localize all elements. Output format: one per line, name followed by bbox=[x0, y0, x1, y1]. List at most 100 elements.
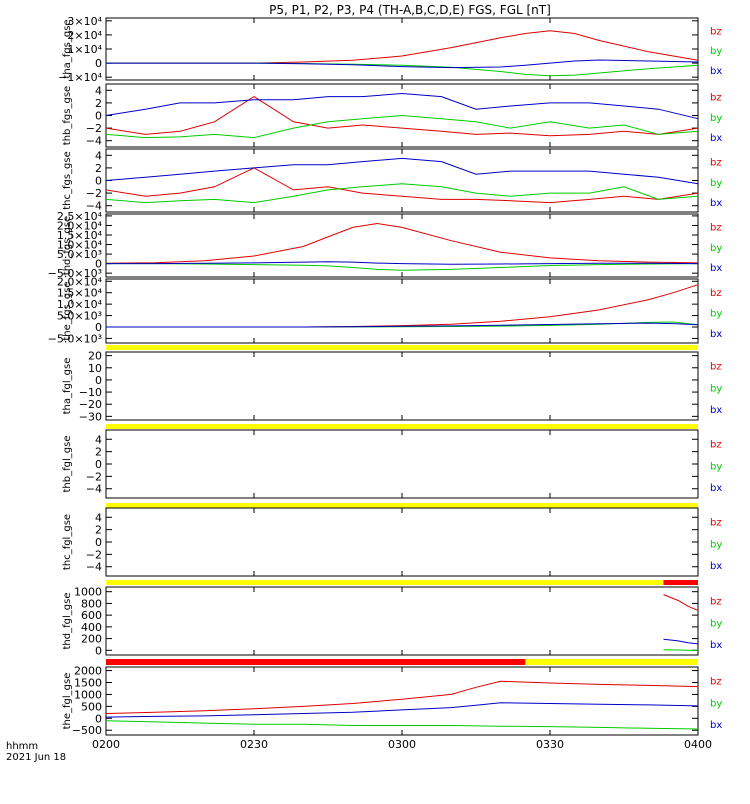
thd_fgl_gse-series-bx bbox=[663, 638, 699, 645]
xtick-label-0400: 0400 bbox=[684, 738, 712, 751]
thd_fgs_gse-ytick-label: −5.0×10³ bbox=[48, 267, 102, 280]
tha_fgs_gse-ytick-label: 0 bbox=[95, 57, 102, 70]
the_fgs_gse-series-bx bbox=[106, 322, 699, 328]
the_fgs_gse-legend-by: by bbox=[710, 308, 722, 319]
tha_fgs_gse-legend-bz: bz bbox=[710, 26, 722, 37]
thd_fgl_gse-ylabel: thd_fgl_gse bbox=[62, 593, 73, 650]
thd_fgl_gse-ytick-label: 800 bbox=[81, 597, 102, 610]
thd_fgs_gse-ylabel: thd_fgs_gse bbox=[62, 216, 73, 275]
thc_fgs_gse-ylabel: thc_fgs_gse bbox=[62, 151, 73, 210]
tha_fgs_gse-legend-bx: bx bbox=[710, 66, 722, 77]
the_fgs_gse-legend-bz: bz bbox=[710, 288, 722, 299]
thd_fgs_gse-ytick-label: 2.5×10⁴ bbox=[57, 210, 103, 223]
tha_fgl_gse-frame bbox=[105, 351, 699, 421]
thd_fgs_gse-series-bx bbox=[106, 261, 699, 265]
tha_fgs_gse-legend-by: by bbox=[710, 46, 722, 57]
status-bar-1-segment-0 bbox=[106, 424, 698, 429]
thc_fgs_gse-ytick-label: 2 bbox=[95, 162, 102, 175]
thc_fgs_gse-legend-bz: bz bbox=[710, 158, 722, 169]
tha_fgs_gse-ytick-label: −1×10⁴ bbox=[58, 71, 102, 84]
the_fgl_gse-ytick-label: 1000 bbox=[74, 688, 102, 701]
the_fgl_gse-legend-bx: bx bbox=[710, 720, 722, 731]
the_fgl_gse-series-bz bbox=[105, 680, 699, 714]
thb_fgs_gse-ytick-label: −2 bbox=[86, 122, 102, 135]
tha_fgs_gse-series-bx bbox=[106, 59, 699, 69]
thb_fgs_gse-ytick-label: 2 bbox=[95, 97, 102, 110]
thd_fgl_gse-ytick-label: 0 bbox=[95, 644, 102, 657]
thb_fgs_gse-series-bx bbox=[105, 92, 699, 120]
thd_fgl_gse-ytick-label: 1000 bbox=[74, 586, 102, 599]
thc_fgl_gse-ytick-label: −4 bbox=[86, 561, 102, 574]
thb_fgl_gse-ylabel: thb_fgl_gse bbox=[62, 436, 73, 493]
thd_fgs_gse-ytick-label: 2.0×10⁴ bbox=[57, 219, 103, 232]
tha_fgs_gse-ytick-label: 3×10⁴ bbox=[67, 15, 102, 28]
thb_fgl_gse-legend-by: by bbox=[710, 461, 722, 472]
tha_fgl_gse-ytick-label: 20 bbox=[88, 350, 102, 363]
thb_fgl_gse-frame bbox=[105, 429, 699, 499]
thd_fgl_gse-series-by bbox=[663, 649, 698, 651]
thd_fgs_gse-legend-bx: bx bbox=[710, 263, 722, 274]
the_fgl_gse-ylabel: the_fgl_gse bbox=[62, 673, 73, 730]
thd_fgs_gse-frame bbox=[105, 213, 699, 278]
thd_fgs_gse-legend-by: by bbox=[710, 243, 722, 254]
tha_fgl_gse-ytick-label: 10 bbox=[88, 362, 102, 375]
tha_fgl_gse-ytick-label: −10 bbox=[79, 386, 102, 399]
thc_fgs_gse-series-bx bbox=[105, 157, 699, 185]
chart-title: P5, P1, P2, P3, P4 (TH-A,B,C,D,E) FGS, F… bbox=[269, 3, 551, 17]
thd_fgl_gse-series-bz bbox=[663, 594, 699, 611]
tha_fgl_gse-legend-by: by bbox=[710, 383, 722, 394]
thd_fgl_gse-legend-bx: bx bbox=[710, 640, 722, 651]
tha_fgs_gse-ytick-label: 1×10⁴ bbox=[67, 43, 102, 56]
thc_fgl_gse-ylabel: thc_fgl_gse bbox=[62, 514, 73, 570]
status-bar-2-segment-0 bbox=[106, 503, 698, 508]
thb_fgl_gse-ytick-label: 0 bbox=[95, 458, 102, 471]
tha_fgs_gse-series-by bbox=[106, 62, 699, 77]
tha_fgs_gse-ytick-label: 2×10⁴ bbox=[67, 29, 102, 42]
the_fgl_gse-ytick-label: 2000 bbox=[74, 665, 102, 678]
thd_fgl_gse-ytick-label: 200 bbox=[81, 633, 102, 646]
tha_fgs_gse-ylabel: tha_fgs_gse bbox=[62, 19, 73, 78]
tha_fgl_gse-ytick-label: −20 bbox=[79, 398, 102, 411]
thb_fgl_gse-ytick-label: −4 bbox=[86, 483, 102, 496]
tha_fgs_gse-frame bbox=[105, 17, 699, 81]
footer-date-label: 2021 Jun 18 bbox=[6, 752, 66, 763]
tha_fgl_gse-ytick-label: −30 bbox=[79, 410, 102, 423]
thb_fgl_gse-ytick-label: −2 bbox=[86, 470, 102, 483]
the_fgs_gse-ytick-label: 1.5×10⁴ bbox=[57, 287, 103, 300]
thd_fgs_gse-ytick-label: 1.0×10⁴ bbox=[57, 239, 103, 252]
thb_fgs_gse-series-by bbox=[105, 114, 699, 139]
status-bar-3-segment-0 bbox=[106, 580, 664, 585]
the_fgl_gse-legend-bz: bz bbox=[710, 677, 722, 688]
status-bar-4-segment-1 bbox=[525, 659, 698, 665]
thd_fgl_gse-legend-bz: bz bbox=[710, 597, 722, 608]
thb_fgl_gse-ytick-label: 4 bbox=[95, 433, 102, 446]
thc_fgs_gse-ytick-label: 0 bbox=[95, 175, 102, 188]
tha_fgs_gse-series-bz bbox=[106, 30, 699, 64]
thc_fgl_gse-frame bbox=[105, 507, 699, 577]
the_fgs_gse-ytick-label: 5.0×10³ bbox=[57, 310, 102, 323]
thc_fgs_gse-legend-bx: bx bbox=[710, 198, 722, 209]
thc_fgs_gse-ytick-label: −2 bbox=[86, 187, 102, 200]
thc_fgl_gse-legend-by: by bbox=[710, 539, 722, 550]
the_fgs_gse-ytick-label: −5.0×10³ bbox=[48, 332, 102, 345]
thc_fgs_gse-legend-by: by bbox=[710, 178, 722, 189]
the_fgl_gse-ytick-label: 1500 bbox=[74, 677, 102, 690]
footer-time-label: hhmm bbox=[6, 741, 38, 752]
tha_fgl_gse-ytick-label: 0 bbox=[95, 374, 102, 387]
xtick-label-0200: 0200 bbox=[92, 738, 120, 751]
thc_fgs_gse-ytick-label: 4 bbox=[95, 149, 102, 162]
the_fgl_gse-legend-by: by bbox=[710, 698, 722, 709]
thd_fgs_gse-ytick-label: 1.5×10⁴ bbox=[57, 229, 103, 242]
thb_fgs_gse-legend-bx: bx bbox=[710, 133, 722, 144]
tha_fgl_gse-legend-bz: bz bbox=[710, 362, 722, 373]
the_fgl_gse-ytick-label: 0 bbox=[95, 712, 102, 725]
the_fgl_gse-frame bbox=[105, 666, 699, 736]
thc_fgl_gse-ytick-label: 4 bbox=[95, 511, 102, 524]
thc_fgs_gse-series-by bbox=[105, 183, 699, 204]
thd_fgs_gse-ytick-label: 5.0×10³ bbox=[57, 248, 102, 261]
tha_fgl_gse-ylabel: tha_fgl_gse bbox=[62, 358, 73, 415]
status-bar-4-segment-0 bbox=[106, 659, 526, 665]
the_fgl_gse-ytick-label: 500 bbox=[81, 700, 102, 713]
